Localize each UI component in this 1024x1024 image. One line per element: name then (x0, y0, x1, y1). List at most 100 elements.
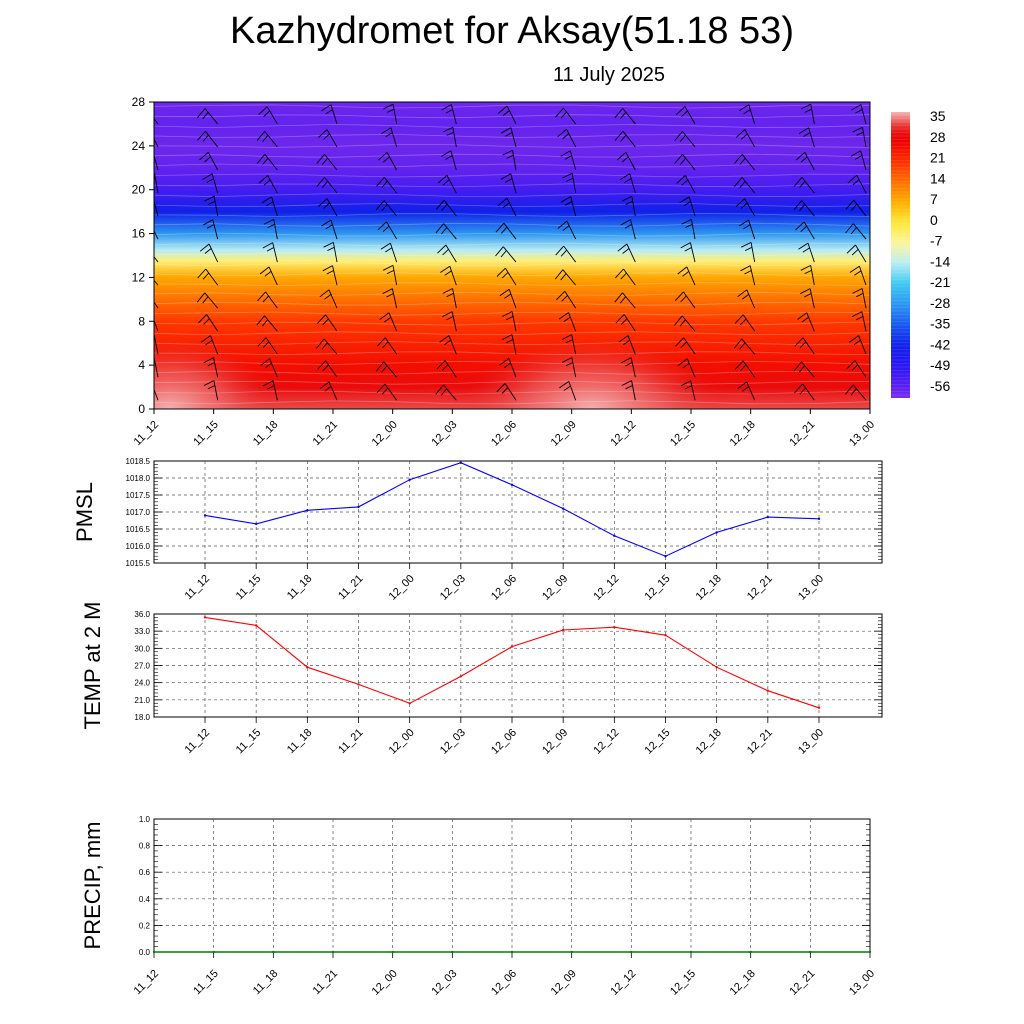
contour-line (154, 390, 870, 395)
wind-barb (382, 288, 398, 309)
wind-barb (852, 126, 867, 148)
x-tick-label: 12_21 (787, 968, 817, 998)
wind-barb (555, 245, 577, 263)
data-point (664, 634, 667, 637)
x-tick-label: 12_18 (694, 727, 724, 757)
x-tick-label: 11_15 (234, 727, 264, 757)
wind-barb (203, 380, 219, 401)
wind-barb (851, 311, 867, 332)
y-tick-label: 1018.5 (126, 457, 151, 466)
data-point (817, 517, 821, 520)
data-point (203, 514, 207, 517)
colorbar: 35 28 21 14 7 0 -7 -14 -21 -28 -35 -42 -49 -56 (891, 108, 950, 398)
wind-barb (154, 256, 159, 263)
data-point (689, 950, 693, 954)
wind-barb (257, 337, 278, 355)
wind-barb (616, 151, 636, 171)
y-tick-label: 0.0 (139, 948, 151, 957)
wind-barb (741, 241, 756, 263)
y-tick-label: 28 (132, 95, 146, 109)
wind-barb (376, 383, 398, 401)
wind-barb (734, 314, 756, 332)
x-tick-label: 12_09 (540, 573, 570, 603)
colorbar-label: -42 (930, 336, 950, 352)
wind-barb (442, 288, 457, 309)
y-tick-label: 8 (138, 314, 145, 328)
y-tick-label: 12 (132, 270, 146, 284)
data-point (152, 950, 156, 954)
contour-line (154, 282, 870, 287)
contour-line (154, 242, 870, 247)
wind-barb (845, 199, 867, 217)
contour-line (154, 262, 870, 267)
wind-barb (199, 151, 219, 171)
wind-barb (196, 108, 219, 125)
y-tick-label: 0.6 (139, 868, 151, 877)
wind-barb (561, 334, 577, 355)
data-point (391, 950, 394, 954)
wind-barb (501, 334, 517, 355)
wind-barb (499, 288, 517, 309)
precip-panel: 0.0 0.2 0.4 0.6 0.8 1.0 11_12 11_15 11_18 11_21 12… (80, 815, 877, 998)
data-point (715, 666, 718, 669)
y-tick-label: 4 (138, 358, 145, 372)
contour-line (154, 133, 870, 139)
wind-barb (674, 291, 696, 309)
wind-barb (256, 315, 278, 332)
contour-line (154, 104, 870, 109)
x-tick-label: 12_15 (668, 419, 698, 449)
data-point (630, 950, 633, 954)
wind-barb (560, 196, 577, 217)
x-tick-label: 12_00 (370, 419, 400, 449)
wind-barb (500, 127, 517, 148)
y-tick-label: 1.0 (139, 815, 151, 824)
wind-barb (263, 380, 278, 401)
wind-barb (794, 337, 815, 355)
wind-barb (154, 199, 159, 217)
wind-barb (316, 314, 338, 332)
colorbar-label: 21 (930, 150, 946, 166)
data-point (357, 505, 360, 509)
data-point (306, 509, 309, 512)
x-tick-label: 12_00 (387, 573, 417, 603)
wind-barb (260, 358, 278, 378)
warm-cores (154, 339, 722, 409)
x-tick-label: 12_15 (643, 573, 673, 603)
data-point (809, 950, 812, 954)
x-tick-label: 12_12 (608, 968, 638, 998)
colorbar-ramp (891, 112, 910, 398)
wind-barb (199, 243, 219, 263)
contour-line (154, 252, 870, 257)
wind-barb (319, 381, 338, 401)
wind-barb (439, 335, 457, 355)
x-tick-label: 11_15 (234, 573, 264, 603)
wind-barb (497, 105, 517, 125)
wind-barb (674, 154, 696, 171)
x-tick-label: 11_12 (132, 419, 162, 449)
wind-barb (798, 242, 815, 263)
wind-barb (615, 314, 636, 332)
wind-barb (733, 177, 756, 194)
data-point (451, 950, 454, 954)
x-tick-label: 12_09 (549, 419, 579, 449)
data-point (459, 675, 462, 678)
wind-barb (317, 360, 338, 378)
wind-barb (851, 104, 867, 125)
data-point (203, 616, 207, 619)
warm-core (154, 339, 279, 409)
data-point (664, 555, 667, 558)
wind-barb (680, 242, 696, 263)
wind-barb (379, 312, 398, 332)
wind-barb (316, 154, 338, 171)
wind-barb (154, 138, 159, 148)
y-tick-label: 24 (132, 139, 146, 153)
wind-barb (322, 265, 338, 286)
colorbar-label: -49 (930, 357, 950, 373)
wind-barb (621, 195, 636, 217)
wind-barb (502, 149, 517, 171)
wind-barb (674, 131, 696, 148)
y-tick-label: 24.0 (134, 679, 150, 688)
wind-barb (562, 172, 577, 194)
wind-barb (620, 219, 636, 240)
data-point (715, 531, 718, 534)
